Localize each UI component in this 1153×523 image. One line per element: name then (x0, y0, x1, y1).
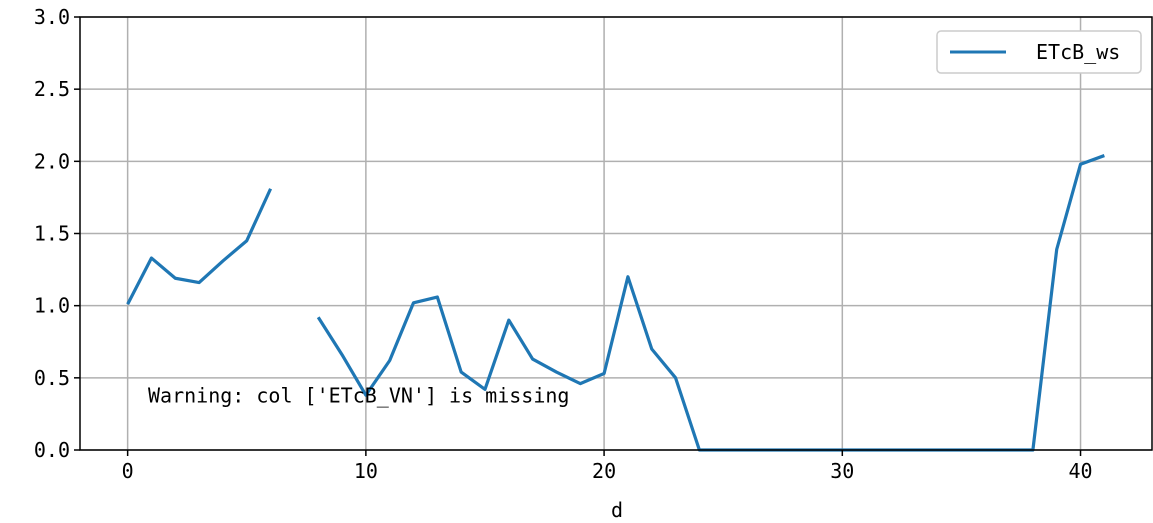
y-tick-label: 3.0 (34, 5, 70, 29)
x-tick-label: 40 (1068, 459, 1092, 483)
y-tick-label: 1.0 (34, 294, 70, 318)
x-axis-label: d (611, 498, 623, 522)
tick-layer: 0 10 20 30 40 0.0 0.5 1.0 1.5 2.0 2.5 3.0 (34, 5, 1093, 483)
x-tick-label: 30 (830, 459, 854, 483)
y-tick-label: 1.5 (34, 222, 70, 246)
y-tick-label: 2.5 (34, 77, 70, 101)
y-tick-label: 0.0 (34, 438, 70, 462)
x-tick-label: 10 (354, 459, 378, 483)
legend-label-etcb-ws: ETcB_ws (1036, 40, 1120, 64)
x-tick-label: 0 (122, 459, 134, 483)
x-tick-label: 20 (592, 459, 616, 483)
y-tick-label: 0.5 (34, 366, 70, 390)
missing-column-warning: Warning: col ['ETcB_VN'] is missing (148, 383, 569, 407)
legend-frame (936, 30, 1142, 74)
legend: ETcB_ws (936, 30, 1142, 74)
y-tick-label: 2.0 (34, 149, 70, 173)
